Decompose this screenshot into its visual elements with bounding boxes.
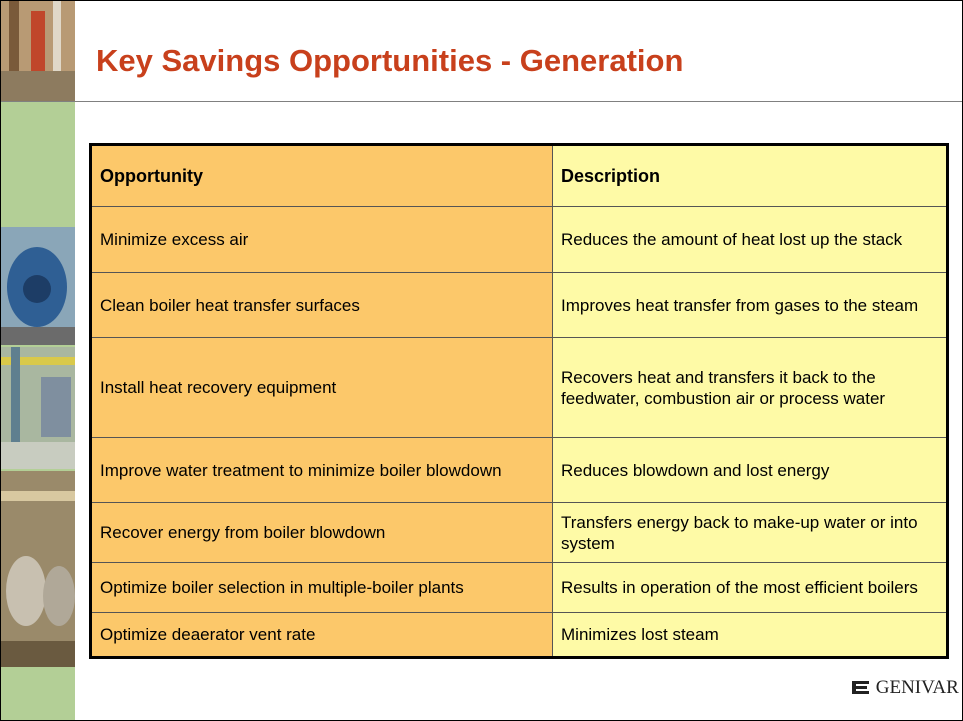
opportunity-cell: Optimize deaerator vent rate xyxy=(91,613,553,658)
opportunity-cell: Improve water treatment to minimize boil… xyxy=(91,438,553,503)
table-row: Improve water treatment to minimize boil… xyxy=(91,438,948,503)
header-row: Opportunity Description xyxy=(91,145,948,207)
opportunity-cell: Optimize boiler selection in multiple-bo… xyxy=(91,563,553,613)
description-cell: Improves heat transfer from gases to the… xyxy=(553,273,948,338)
logo: GENIVAR xyxy=(851,677,959,699)
opportunity-cell: Recover energy from boiler blowdown xyxy=(91,503,553,563)
logo-text: GENIVAR xyxy=(876,677,959,698)
opportunity-table: Opportunity Description Minimize excess … xyxy=(89,143,949,659)
opportunity-cell: Minimize excess air xyxy=(91,207,553,273)
slide: Key Savings Opportunities - Generation O… xyxy=(0,0,963,721)
plant-photo xyxy=(1,471,75,667)
top-photo xyxy=(1,1,75,101)
logo-mark xyxy=(851,679,871,695)
opportunity-cell: Install heat recovery equipment xyxy=(91,338,553,438)
opportunity-cell: Clean boiler heat transfer surfaces xyxy=(91,273,553,338)
column-header: Description xyxy=(553,145,948,207)
table-row: Optimize boiler selection in multiple-bo… xyxy=(91,563,948,613)
boiler-photo xyxy=(1,227,75,345)
pipes-photo xyxy=(1,347,75,469)
description-cell: Results in operation of the most efficie… xyxy=(553,563,948,613)
description-cell: Transfers energy back to make-up water o… xyxy=(553,503,948,563)
description-cell: Reduces the amount of heat lost up the s… xyxy=(553,207,948,273)
description-cell: Minimizes lost steam xyxy=(553,613,948,658)
slide-title: Key Savings Opportunities - Generation xyxy=(96,43,683,79)
description-cell: Recovers heat and transfers it back to t… xyxy=(553,338,948,438)
title-rule xyxy=(1,101,962,102)
column-header: Opportunity xyxy=(91,145,553,207)
description-cell: Reduces blowdown and lost energy xyxy=(553,438,948,503)
